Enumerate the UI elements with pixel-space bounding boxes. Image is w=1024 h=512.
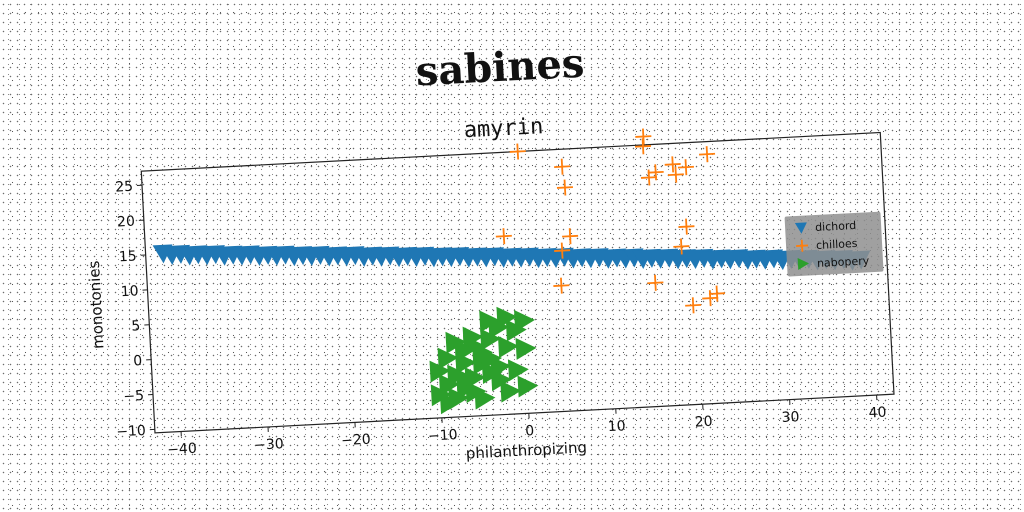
x-tick-label: 40 [868,405,887,422]
data-point [554,242,571,259]
data-point [480,328,502,351]
y-tick-label: 20 [117,214,136,231]
data-point [562,228,579,245]
series-dichord [152,244,871,271]
data-point [497,336,519,358]
legend-marker [794,222,807,234]
data-point [708,285,725,302]
series-chilloes [495,128,725,314]
x-tick-label: 10 [607,418,626,435]
data-point [439,392,461,415]
data-point [664,156,681,173]
data-point [517,375,539,398]
data-point [496,306,518,329]
y-tick-label: 10 [120,283,139,300]
data-point [634,138,652,155]
y-tick-label: −5 [123,388,144,405]
data-point [515,337,537,360]
legend-label: nabopery [817,254,870,270]
data-point [456,369,478,391]
data-point [474,387,496,410]
legend-label: dichord [815,219,857,234]
data-point [481,348,503,371]
y-axis-ticks: −10 −5 0 5 10 15 20 25 [115,179,155,441]
x-tick-label: 0 [525,423,535,439]
data-point [488,316,510,339]
legend-marker [796,239,809,252]
data-point [647,274,664,291]
data-point [500,380,522,403]
data-point [667,166,684,183]
x-tick-label: 30 [781,409,800,426]
x-axis-ticks: −40 −30 −20 −10 0 10 20 30 40 [167,395,887,459]
y-axis-label: monotonies [85,260,108,349]
plot-frame [140,131,895,434]
data-point [553,277,570,294]
data-point [455,352,477,375]
data-point [505,319,527,342]
x-tick-label: 20 [694,414,713,431]
data-point [429,360,451,383]
x-axis-label: philanthropizing [465,438,587,462]
data-point [678,218,695,235]
data-point [509,143,526,160]
legend-marker [797,258,810,270]
data-point [556,179,573,196]
x-tick-label: −40 [167,441,197,459]
chart-subtitle: amyrin [463,114,544,143]
data-point [702,290,719,307]
x-tick-label: −10 [428,427,458,445]
data-point [495,228,512,245]
data-point [699,146,716,163]
y-tick-label: 5 [131,318,141,334]
legend-box [784,211,884,277]
series-nabopery [429,306,539,415]
y-tick-label: 25 [115,179,134,196]
data-point [673,238,690,255]
legend-label: chilloes [816,237,858,252]
x-tick-label: −30 [254,436,284,454]
legend: dichord chilloes nabopery [784,211,884,277]
data-point [685,297,702,314]
data-point [554,158,571,175]
x-tick-label: −20 [341,432,371,450]
data-point [507,359,529,382]
data-point [647,164,664,181]
y-tick-label: 15 [119,248,138,265]
data-point [438,374,460,397]
data-point [491,369,512,392]
data-point [677,159,694,176]
chart-marks [152,128,871,415]
y-tick-label: 0 [133,353,143,369]
data-point [437,347,459,370]
y-tick-label: −10 [116,423,146,441]
